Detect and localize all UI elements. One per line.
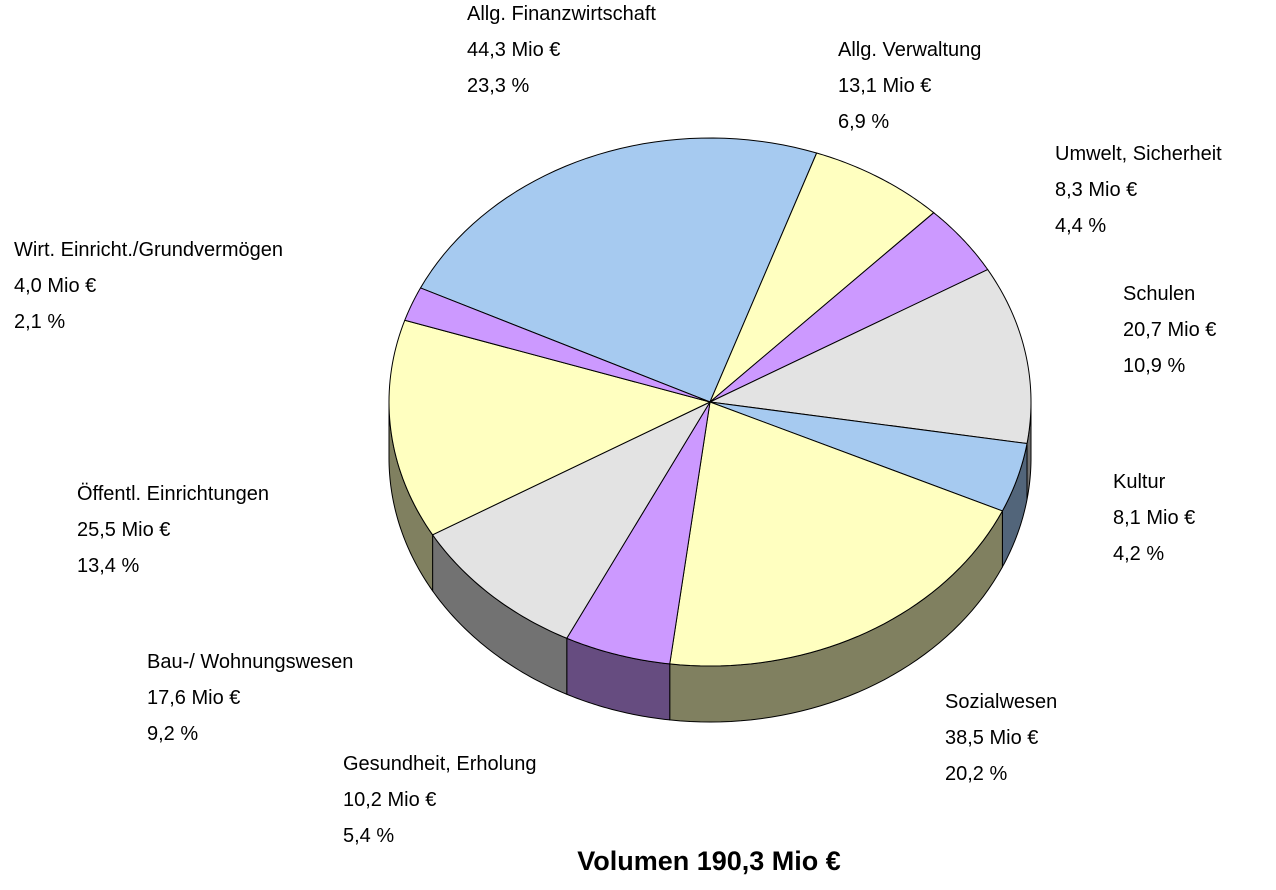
slice <box>420 137 818 403</box>
value-label: 8,3 Mio € <box>1055 179 1137 201</box>
percent-label: 2,1 % <box>14 311 65 333</box>
value-label: 8,1 Mio € <box>1113 507 1195 529</box>
chart-title: Volumen 190,3 Mio € <box>577 846 841 876</box>
slice <box>432 401 711 639</box>
value-label: 25,5 Mio € <box>77 519 170 541</box>
percent-label: 10,9 % <box>1123 355 1185 377</box>
slice-label: Wirt. Einricht./Grundvermögen <box>14 239 283 261</box>
slice <box>404 287 711 403</box>
value-label: 10,2 Mio € <box>343 789 436 811</box>
percent-label: 5,4 % <box>343 825 394 847</box>
value-label: 17,6 Mio € <box>147 687 240 709</box>
slice-label: Bau-/ Wohnungswesen <box>147 651 353 673</box>
value-label: 4,0 Mio € <box>14 275 96 297</box>
slice-label: Umwelt, Sicherheit <box>1055 143 1222 165</box>
slice-label: Allg. Verwaltung <box>838 39 981 61</box>
slice-label: Allg. Finanzwirtschaft <box>467 3 656 25</box>
value-label: 13,1 Mio € <box>838 75 931 97</box>
value-label: 44,3 Mio € <box>467 39 560 61</box>
slice-label: Öffentl. Einrichtungen <box>77 483 269 505</box>
percent-label: 20,2 % <box>945 763 1007 785</box>
percent-label: 13,4 % <box>77 555 139 577</box>
slice <box>709 401 1028 512</box>
slice <box>709 269 1032 445</box>
slice <box>388 319 711 536</box>
value-label: 20,7 Mio € <box>1123 319 1216 341</box>
slice-label: Sozialwesen <box>945 691 1057 713</box>
slice <box>709 212 989 403</box>
percent-label: 23,3 % <box>467 75 529 97</box>
slice <box>669 401 1003 667</box>
percent-label: 9,2 % <box>147 723 198 745</box>
slice-label: Kultur <box>1113 471 1166 493</box>
slice <box>709 152 935 403</box>
percent-label: 6,9 % <box>838 111 889 133</box>
percent-label: 4,4 % <box>1055 215 1106 237</box>
slice-label: Schulen <box>1123 283 1195 305</box>
slice <box>566 401 711 665</box>
value-label: 38,5 Mio € <box>945 727 1038 749</box>
percent-label: 4,2 % <box>1113 543 1164 565</box>
slice-label: Gesundheit, Erholung <box>343 753 536 775</box>
